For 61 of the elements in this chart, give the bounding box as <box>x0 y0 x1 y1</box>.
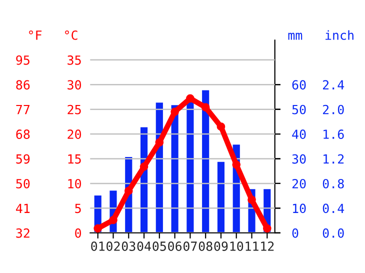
y-tick-label: 25 <box>68 104 81 114</box>
y2-tick-label: 60 <box>292 80 306 90</box>
point <box>124 186 133 196</box>
x-tick-label: 09 <box>214 241 228 251</box>
point <box>94 224 102 233</box>
x-tick-label: 07 <box>183 241 197 251</box>
y2-tick-label: 20 <box>292 178 306 188</box>
x-tick-label: 01 <box>91 241 105 251</box>
y-tick-label: 20 <box>68 130 82 139</box>
x-tick-label: 02 <box>106 241 120 251</box>
point <box>155 138 164 147</box>
y-tick-label: 10 <box>68 178 82 188</box>
y3-tick-label: 32 <box>16 228 30 238</box>
y3-tick-label: 0.4 <box>322 204 344 214</box>
x-tick-label: 06 <box>168 241 182 251</box>
x-tick-label: 08 <box>198 241 212 251</box>
y3-tick-label: 41 <box>16 204 30 213</box>
y-tick-label: 35 <box>68 55 81 65</box>
point <box>170 108 179 116</box>
bar <box>154 101 164 233</box>
y2-tick-label: 10 <box>293 204 306 214</box>
y2-tick-label: 0 <box>292 228 298 238</box>
y3-tick-label: 0.0 <box>322 228 344 238</box>
point <box>248 196 256 204</box>
x-tick-label: 12 <box>261 241 274 251</box>
y-axis-title: °C <box>65 30 78 40</box>
y3-tick-label: 68 <box>16 130 30 139</box>
y2-tick-label: 50 <box>292 104 306 114</box>
bar <box>216 160 226 233</box>
y3-tick-label: 1.2 <box>324 154 344 164</box>
y-tick-label: 5 <box>75 204 81 214</box>
y3-tick-label: 50 <box>16 178 30 188</box>
y2-tick-label: 30 <box>292 154 306 164</box>
x-tick-label: 11 <box>246 242 258 251</box>
y3-axis-title: °F <box>29 30 42 40</box>
y2-axis-title: mm <box>288 32 302 40</box>
y-tick-label: 15 <box>68 154 81 164</box>
point <box>109 216 118 224</box>
y-tick-label: 30 <box>68 80 82 90</box>
bar <box>200 88 211 233</box>
x-tick-label: 10 <box>230 241 244 251</box>
point <box>140 162 148 171</box>
point <box>216 122 226 131</box>
y3-tick-label: 86 <box>16 80 30 90</box>
y3-tick-label: 1.6 <box>324 130 344 139</box>
y3-tick-label: 95 <box>16 55 30 65</box>
y2-tick-label: 40 <box>292 130 306 139</box>
y3-tick-label: 0.8 <box>322 178 344 188</box>
x-tick-label: 03 <box>122 241 136 251</box>
y3-tick-label: 2.4 <box>322 80 344 90</box>
y3-tick-label: 59 <box>16 154 30 164</box>
x-tick-label: 05 <box>152 241 166 251</box>
y-tick-label: 0 <box>75 228 82 238</box>
point <box>262 224 272 233</box>
y3-axis-title: inch <box>326 30 354 40</box>
point <box>201 103 210 112</box>
point <box>232 160 241 169</box>
y3-tick-label: 77 <box>16 104 30 114</box>
point <box>186 94 194 103</box>
x-tick-label: 04 <box>137 241 151 251</box>
y3-tick-label: 2.0 <box>322 104 344 114</box>
